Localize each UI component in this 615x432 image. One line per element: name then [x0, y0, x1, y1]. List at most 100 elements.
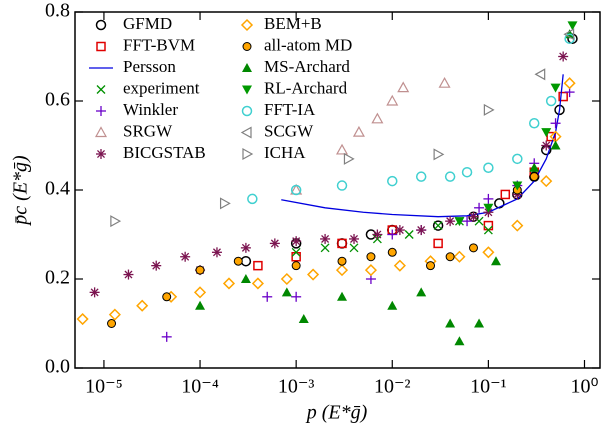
point — [136, 299, 149, 312]
point-part — [417, 226, 426, 235]
point-part — [247, 193, 258, 205]
legend-label: ICHA — [264, 143, 306, 162]
point — [416, 287, 427, 297]
point — [337, 238, 347, 249]
point-part — [511, 219, 524, 232]
point-part — [270, 239, 279, 248]
point-part — [563, 77, 576, 90]
point-part — [534, 68, 546, 81]
legend-swatch — [94, 126, 108, 138]
point — [461, 166, 473, 178]
point — [247, 193, 258, 205]
point-part — [416, 287, 427, 297]
point-part — [253, 260, 263, 271]
legend-swatch-part — [242, 85, 252, 95]
point-part — [240, 274, 251, 283]
point-part — [483, 220, 494, 231]
point-part — [124, 270, 133, 279]
point-part — [540, 175, 553, 188]
legend-swatch-part — [242, 147, 254, 161]
point — [193, 286, 207, 299]
point — [541, 128, 552, 138]
point — [558, 51, 569, 62]
point — [483, 162, 494, 173]
point-part — [453, 250, 466, 263]
point-part — [292, 237, 301, 246]
point — [534, 68, 546, 81]
point — [529, 172, 539, 182]
point — [404, 230, 414, 239]
x-tick-label: 10⁻³ — [278, 376, 315, 398]
legend-label: Winkler — [123, 100, 178, 119]
point — [387, 300, 398, 310]
point — [550, 83, 561, 93]
point-part — [352, 125, 365, 137]
point — [540, 175, 553, 188]
point — [483, 225, 493, 235]
point-part — [76, 312, 89, 326]
point — [482, 246, 495, 259]
point-part — [550, 83, 561, 93]
point — [433, 238, 443, 249]
point-part — [241, 243, 250, 252]
point — [180, 251, 191, 262]
point-part — [371, 112, 384, 124]
point-part — [445, 252, 455, 262]
point-part — [512, 153, 523, 165]
point-part — [483, 103, 495, 116]
point — [240, 274, 251, 283]
point — [546, 131, 556, 142]
point-part — [445, 318, 456, 328]
legend-label: Persson — [123, 57, 176, 76]
legend-swatch-part — [97, 150, 105, 158]
legend-label: BEM+B — [264, 14, 322, 33]
point — [107, 319, 117, 328]
legend-swatch-part — [242, 63, 252, 72]
point — [195, 265, 205, 275]
point-part — [336, 180, 348, 191]
legend-swatch — [240, 126, 252, 139]
point — [444, 171, 456, 182]
point — [269, 238, 280, 249]
point — [387, 175, 398, 187]
point-part — [454, 336, 465, 346]
point-part — [136, 299, 149, 312]
point — [416, 225, 427, 236]
point — [307, 268, 320, 281]
point — [483, 193, 494, 204]
point-part — [454, 217, 465, 227]
point — [500, 189, 511, 200]
legend-label: GFMD — [123, 14, 172, 33]
point — [433, 148, 445, 161]
point — [151, 260, 162, 271]
point — [511, 219, 524, 232]
point — [394, 225, 405, 236]
point — [512, 153, 523, 165]
point-part — [542, 141, 551, 150]
point — [335, 264, 349, 277]
point — [415, 171, 427, 182]
legend-swatch-part — [241, 105, 253, 117]
point — [262, 291, 273, 302]
point — [512, 181, 523, 191]
point — [240, 242, 251, 253]
point-part — [335, 264, 349, 277]
point — [352, 125, 365, 137]
point — [558, 91, 568, 102]
y-tick-label: 0.6 — [45, 89, 70, 111]
point — [474, 202, 485, 213]
point-part — [567, 33, 578, 44]
point — [490, 256, 501, 266]
legend-label: FFT-IA — [264, 100, 316, 119]
point-part — [529, 162, 540, 172]
point-part — [108, 308, 121, 321]
point — [290, 184, 302, 196]
point — [291, 236, 302, 247]
point — [349, 243, 359, 253]
legend-swatch — [240, 18, 254, 32]
point-part — [349, 243, 359, 253]
point — [468, 211, 479, 222]
point — [291, 261, 301, 271]
point — [335, 143, 349, 155]
point-part — [469, 212, 478, 221]
